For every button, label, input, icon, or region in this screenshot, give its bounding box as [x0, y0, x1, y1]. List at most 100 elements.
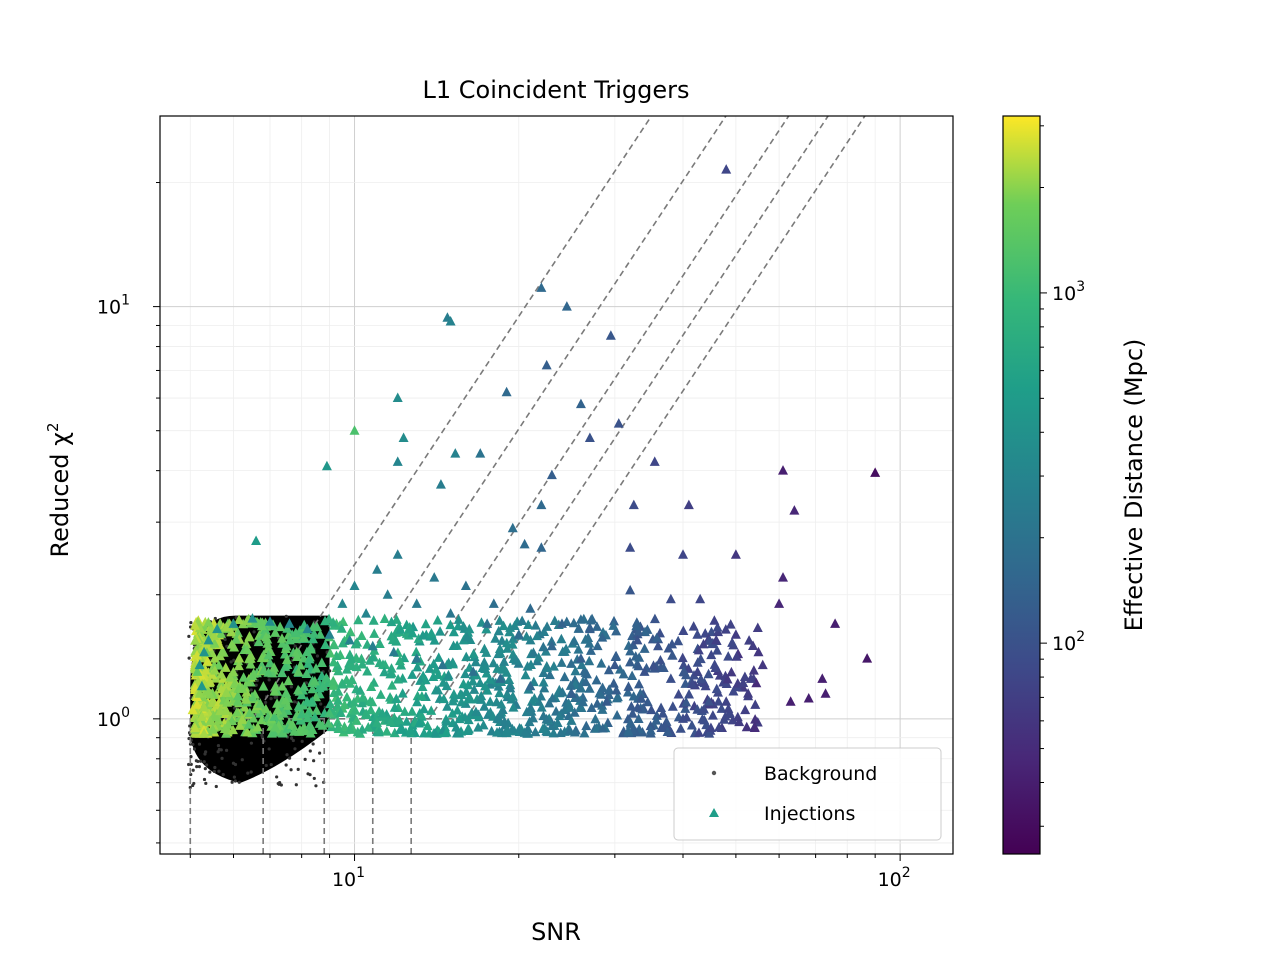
- injection-point: [290, 627, 301, 638]
- injection-point: [375, 689, 386, 699]
- injection-point: [549, 615, 560, 625]
- injection-point: [575, 653, 586, 663]
- injection-point: [556, 633, 567, 644]
- background-point: [217, 769, 221, 773]
- injection-point: [284, 634, 295, 645]
- injection-point: [803, 693, 814, 703]
- injection-point: [536, 702, 547, 712]
- injection-point: [407, 627, 418, 638]
- injection-point: [458, 621, 469, 631]
- injection-point: [460, 712, 471, 722]
- injection-point: [456, 696, 467, 707]
- injection-point: [556, 618, 567, 628]
- injection-point: [199, 728, 210, 738]
- injection-point: [692, 704, 703, 714]
- injection-points: [187, 164, 881, 738]
- background-point: [312, 759, 316, 763]
- injection-point: [371, 717, 382, 727]
- injection-point: [667, 650, 678, 660]
- injection-point: [528, 647, 539, 657]
- injection-point: [752, 622, 763, 632]
- injection-point: [347, 674, 358, 684]
- injection-point: [587, 613, 598, 624]
- injection-point: [426, 705, 437, 715]
- injection-point: [212, 623, 223, 634]
- injection-point: [748, 640, 759, 651]
- injection-point: [192, 666, 203, 676]
- injection-point: [693, 727, 704, 737]
- injection-point: [452, 640, 463, 650]
- injection-point: [494, 643, 505, 654]
- injection-point: [628, 499, 639, 510]
- injection-point: [447, 708, 458, 718]
- background-point: [308, 773, 312, 777]
- plot-area: 101 102 100 101: [97, 115, 954, 891]
- injection-point: [651, 715, 662, 725]
- injection-point: [597, 632, 608, 642]
- y-axis-label-exponent: 2: [44, 422, 62, 432]
- injection-point: [461, 686, 472, 696]
- injection-point: [320, 639, 331, 649]
- injection-point: [392, 392, 403, 403]
- background-point: [191, 783, 195, 788]
- injection-point: [584, 655, 595, 666]
- injection-point: [262, 638, 273, 648]
- injection-point: [636, 693, 647, 703]
- background-point: [328, 669, 332, 673]
- injection-point: [625, 542, 636, 552]
- injection-point: [753, 646, 764, 657]
- injection-point: [455, 689, 466, 699]
- background-point: [296, 767, 300, 772]
- x-tick-label: 101: [332, 865, 365, 891]
- injection-point: [380, 659, 391, 670]
- legend-injections-label: Injections: [764, 803, 855, 825]
- injection-point: [445, 619, 456, 630]
- injection-point: [623, 681, 634, 691]
- injection-point: [817, 673, 828, 683]
- injection-point: [454, 713, 465, 724]
- injection-point: [386, 663, 397, 673]
- background-point: [202, 760, 206, 764]
- injection-point: [658, 662, 669, 673]
- injection-point: [270, 722, 281, 732]
- injection-point: [481, 647, 492, 657]
- background-point: [314, 784, 318, 788]
- injection-point: [205, 676, 216, 686]
- injection-point: [296, 708, 307, 719]
- injection-point: [734, 716, 745, 727]
- injection-point: [634, 652, 645, 662]
- injection-point: [316, 657, 327, 668]
- injection-point: [470, 656, 481, 667]
- injection-point: [681, 697, 692, 707]
- injection-point: [579, 727, 590, 738]
- injection-point: [533, 652, 544, 662]
- injection-point: [355, 685, 366, 695]
- injection-point: [581, 720, 592, 731]
- injection-point: [242, 726, 253, 737]
- injection-point: [519, 727, 530, 737]
- injection-point: [309, 675, 320, 686]
- injection-point: [233, 660, 244, 671]
- injection-point: [416, 709, 427, 720]
- injection-point: [699, 703, 710, 714]
- injection-point: [367, 651, 378, 662]
- injection-point: [460, 580, 471, 591]
- background-point: [285, 753, 289, 757]
- injection-point: [493, 625, 504, 636]
- injection-point: [281, 687, 292, 698]
- injection-point: [651, 632, 662, 643]
- injection-point: [725, 619, 736, 629]
- injection-point: [307, 633, 318, 644]
- injection-point: [547, 692, 558, 703]
- injection-point: [333, 723, 344, 733]
- background-point: [212, 769, 216, 774]
- background-point: [284, 614, 288, 618]
- injection-point: [566, 658, 577, 668]
- injection-point: [612, 709, 623, 720]
- injection-point: [460, 668, 471, 679]
- injection-point: [238, 672, 249, 682]
- injection-point: [379, 666, 390, 677]
- injection-point: [598, 627, 609, 637]
- injection-point: [261, 631, 272, 642]
- injection-point: [325, 698, 336, 709]
